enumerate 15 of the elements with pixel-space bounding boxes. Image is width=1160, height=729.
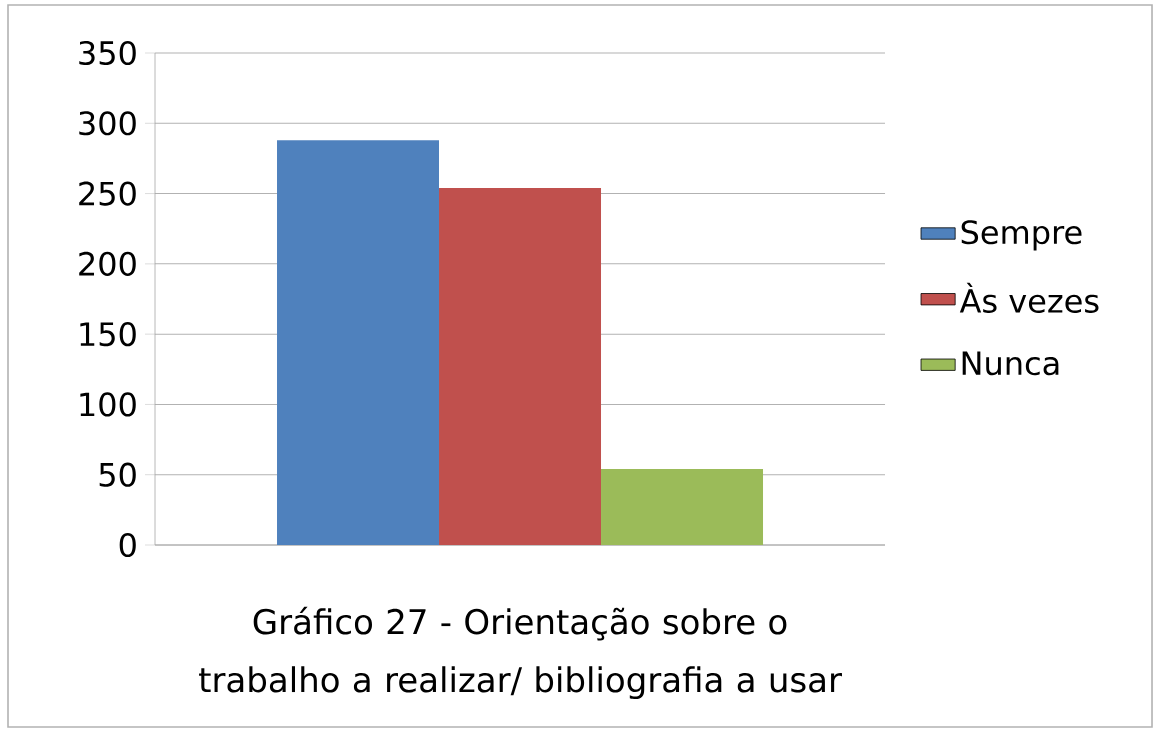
legend-label: Às vezes [959, 282, 1099, 313]
text: Gráfico 27 - Orientação sobre o trabalho a realizar/ bibliografia a usar [199, 606, 842, 700]
y-tick-label: 100 [80, 392, 136, 417]
y-tick-label: 350 [79, 40, 136, 66]
y-tick-label: 50 [99, 462, 136, 487]
legend-label: Nunca [962, 351, 1059, 376]
y-tick-label: 200 [79, 251, 136, 276]
bar [277, 140, 440, 545]
bar [601, 469, 764, 545]
y-tick-label: 0 [119, 532, 136, 558]
y-tick-label: 300 [79, 111, 136, 136]
bar [439, 187, 602, 545]
y-tick-label: 250 [79, 181, 136, 206]
y-tick-label: 150 [80, 322, 136, 347]
legend-label: Sempre [961, 220, 1082, 251]
